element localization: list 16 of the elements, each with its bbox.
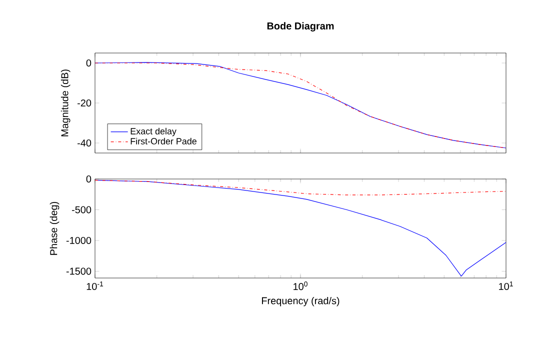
y-tick-label: -20 — [78, 99, 92, 107]
y-axis-title: Magnitude (dB) — [60, 70, 70, 136]
y-tick-label: -1000 — [66, 236, 92, 244]
y-tick-label: 0 — [86, 59, 92, 67]
legend-label: First-Order Pade — [130, 138, 196, 144]
y-tick-label: -40 — [78, 139, 92, 147]
legend-label: Exact delay — [130, 128, 176, 136]
x-tick-label: 10$^{0}$ — [294, 282, 308, 290]
x-tick-label: 10$^{1}$ — [499, 282, 513, 290]
chart-title: Bode Diagram — [267, 22, 334, 32]
x-axis-title: Frequency (rad/s) — [262, 296, 340, 306]
y-tick-label: -500 — [72, 206, 92, 214]
y-tick-label: 0 — [86, 175, 92, 183]
y-axis-title: Phase (deg) — [50, 202, 60, 255]
x-tick-label: 10$^{-1}$ — [86, 282, 104, 290]
y-tick-label: -1500 — [66, 268, 92, 275]
